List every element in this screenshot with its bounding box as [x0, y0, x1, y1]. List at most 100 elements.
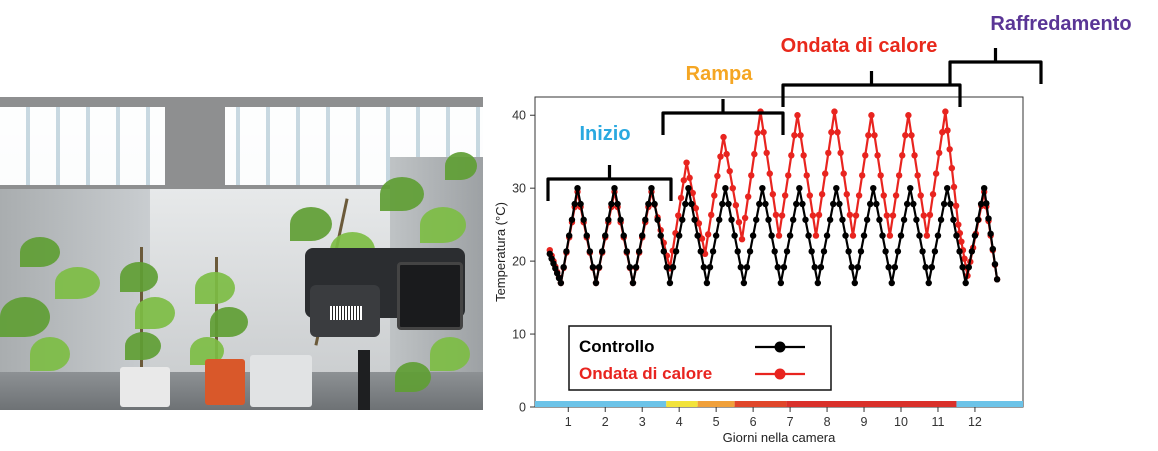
- data-point-ondata: [748, 172, 755, 179]
- data-point-ondata: [865, 132, 872, 139]
- data-point-controllo: [891, 263, 899, 271]
- data-point-ondata: [825, 149, 832, 157]
- data-point-controllo: [550, 260, 557, 267]
- data-point-controllo: [922, 263, 929, 271]
- data-point-ondata: [917, 192, 924, 199]
- data-point-controllo: [793, 200, 800, 208]
- camera-barcode-label: [330, 306, 362, 320]
- data-point-ondata: [675, 212, 682, 219]
- data-point-controllo: [789, 216, 797, 223]
- data-point-controllo: [719, 200, 726, 208]
- data-point-ondata: [855, 192, 863, 199]
- data-point-controllo: [620, 232, 627, 239]
- data-point-controllo: [749, 232, 757, 239]
- data-point-controllo: [685, 184, 692, 192]
- data-point-ondata: [944, 127, 951, 134]
- data-point-ondata: [689, 189, 696, 197]
- data-point-controllo: [833, 184, 840, 192]
- data-point-controllo: [548, 255, 555, 262]
- data-point-controllo: [648, 184, 655, 192]
- data-point-ondata: [778, 212, 786, 219]
- data-point-ondata: [806, 192, 814, 199]
- data-point-controllo: [925, 279, 932, 287]
- data-point-controllo: [950, 216, 957, 223]
- data-point-ondata: [677, 194, 685, 202]
- data-point-controllo: [953, 232, 960, 239]
- data-point-controllo: [989, 245, 997, 253]
- x-tick-label: 11: [931, 415, 944, 429]
- data-point-controllo: [913, 216, 920, 223]
- leaf: [395, 362, 431, 392]
- data-point-controllo: [706, 263, 714, 271]
- data-point-controllo: [595, 263, 603, 271]
- leaf: [210, 307, 248, 337]
- data-point-ondata: [708, 211, 715, 219]
- data-point-controllo: [611, 184, 618, 192]
- leaf: [55, 267, 100, 299]
- data-point-controllo: [959, 263, 966, 271]
- data-point-controllo: [753, 216, 760, 223]
- x-tick-label: 1: [565, 415, 572, 429]
- leaf: [135, 297, 175, 329]
- data-point-ondata: [797, 132, 804, 139]
- data-point-controllo: [589, 263, 597, 271]
- data-point-controllo: [557, 279, 565, 287]
- phase-bar-segment: [786, 401, 957, 407]
- x-tick-label: 7: [787, 415, 794, 429]
- data-point-ondata: [815, 211, 823, 219]
- x-tick-label: 3: [639, 415, 646, 429]
- data-point-controllo: [605, 216, 612, 223]
- data-point-controllo: [771, 248, 778, 255]
- data-point-ondata: [948, 164, 956, 172]
- data-point-controllo: [802, 216, 809, 223]
- tripod: [358, 350, 370, 410]
- x-tick-label: 6: [750, 415, 757, 429]
- leaf: [120, 262, 158, 292]
- data-point-controllo: [848, 263, 855, 271]
- legend-label: Ondata di calore: [579, 364, 712, 383]
- data-point-controllo: [762, 200, 769, 208]
- data-point-ondata: [849, 232, 857, 239]
- data-point-ondata: [680, 177, 688, 184]
- data-point-controllo: [734, 248, 741, 255]
- camera-screen: [397, 262, 463, 330]
- data-point-ondata: [958, 238, 965, 245]
- data-point-controllo: [571, 200, 578, 208]
- leaf: [380, 177, 424, 211]
- data-point-controllo: [563, 248, 570, 255]
- ceiling-beam: [165, 97, 225, 189]
- data-point-ondata: [744, 193, 752, 200]
- y-tick-label: 40: [512, 109, 526, 123]
- data-point-ondata: [769, 191, 777, 198]
- data-point-ondata: [791, 132, 798, 139]
- data-point-ondata: [892, 192, 900, 199]
- data-point-ondata: [738, 236, 746, 243]
- data-point-ondata: [723, 150, 730, 158]
- data-point-ondata: [840, 170, 847, 177]
- data-point-ondata: [846, 211, 854, 219]
- phase-bracket: [546, 165, 673, 201]
- data-point-controllo: [836, 200, 843, 208]
- data-point-controllo: [811, 263, 818, 271]
- data-point-controllo: [940, 200, 948, 208]
- data-point-controllo: [716, 216, 723, 223]
- data-point-controllo: [965, 263, 972, 271]
- y-tick-label: 10: [512, 328, 526, 342]
- data-point-ondata: [899, 152, 906, 159]
- y-tick-label: 30: [512, 182, 526, 196]
- data-point-controllo: [919, 248, 926, 255]
- data-point-ondata: [868, 112, 875, 119]
- leaf: [420, 207, 466, 243]
- data-point-controllo: [546, 250, 553, 258]
- data-point-controllo: [555, 274, 563, 282]
- phase-bracket: [781, 71, 962, 107]
- data-point-controllo: [987, 230, 994, 237]
- data-point-controllo: [740, 279, 748, 287]
- data-point-controllo: [666, 279, 674, 287]
- x-tick-label: 5: [713, 415, 720, 429]
- data-point-controllo: [623, 248, 631, 255]
- data-point-ondata: [788, 152, 795, 159]
- data-point-ondata: [862, 152, 869, 159]
- data-point-controllo: [746, 248, 754, 255]
- x-tick-label: 2: [602, 415, 609, 429]
